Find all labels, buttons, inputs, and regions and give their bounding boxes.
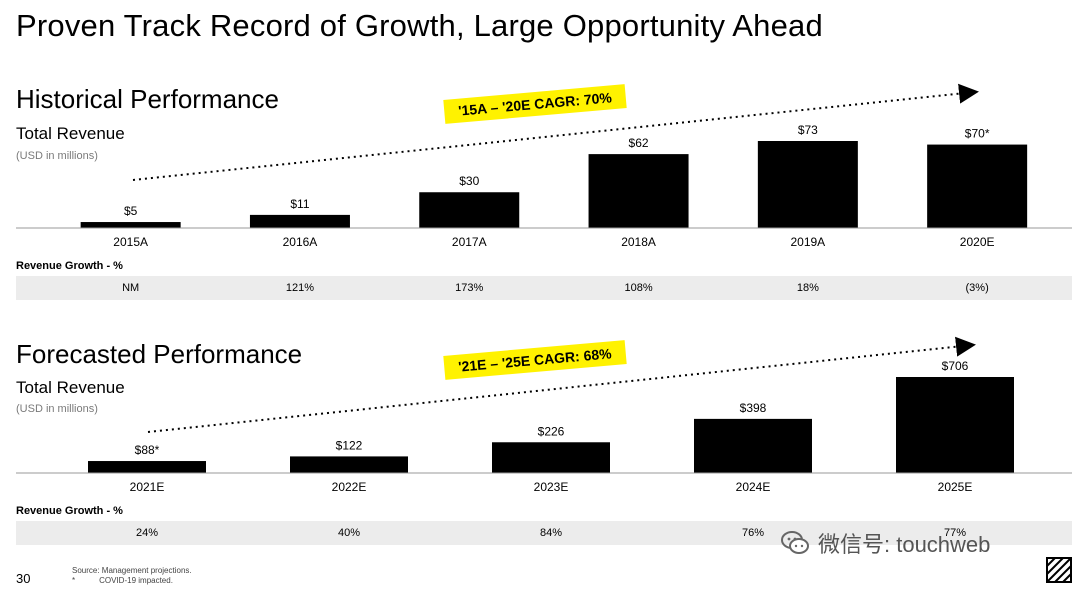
page-number: 30 xyxy=(16,571,31,586)
historical-bar-2019A xyxy=(757,141,858,228)
historical-bar-2017A xyxy=(419,192,520,228)
historical-tick-label-2018A: 2018A xyxy=(621,235,656,249)
historical-growth-row: NM 121% 173% 108% 18% (3%) xyxy=(16,276,1072,300)
forecast-tick-label-2023E: 2023E xyxy=(534,480,569,494)
historical-bar-2018A xyxy=(588,154,689,228)
historical-data-label-2016A: $11 xyxy=(290,197,309,211)
forecast-units: (USD in millions) xyxy=(16,403,98,415)
historical-tick-label-2015A: 2015A xyxy=(113,235,148,249)
historical-growth-label: Revenue Growth - % xyxy=(16,260,123,272)
forecast-data-label-2021E: $88* xyxy=(135,443,160,457)
historical-growth-value: 108% xyxy=(624,282,653,294)
forecast-growth-value: 40% xyxy=(337,527,361,539)
historical-section-title: Historical Performance xyxy=(16,84,279,114)
historical-bar-2016A xyxy=(249,214,350,228)
page-title: Proven Track Record of Growth, Large Opp… xyxy=(16,8,823,43)
historical-tick-label-2017A: 2017A xyxy=(452,235,487,249)
historical-growth-value: 18% xyxy=(796,282,819,294)
historical-growth-value: 173% xyxy=(455,282,484,294)
forecast-data-label-2024E: $398 xyxy=(740,401,767,415)
historical-tick-label-2016A: 2016A xyxy=(283,235,318,249)
historical-tick-label-2020E: 2020E xyxy=(960,235,995,249)
forecast-growth-value: 24% xyxy=(135,527,159,539)
forecast-data-label-2022E: $122 xyxy=(336,438,363,452)
forecast-bar-2024E xyxy=(694,418,812,473)
forecast-bar-2025E xyxy=(896,377,1014,473)
forecast-tick-label-2021E: 2021E xyxy=(130,480,165,494)
footnote: Source: Management projections. * COVID-1… xyxy=(72,566,192,586)
historical-tick-label-2019A: 2019A xyxy=(790,235,825,249)
historical-data-label-2020E: $70* xyxy=(965,127,990,141)
historical-bar-2020E xyxy=(927,144,1028,228)
footnote-source: Source: Management projections. xyxy=(72,566,192,575)
forecast-bar-2022E xyxy=(290,456,408,473)
historical-data-label-2019A: $73 xyxy=(798,123,818,137)
historical-growth-value: NM xyxy=(122,282,140,294)
forecast-tick-label-2024E: 2024E xyxy=(736,480,771,494)
company-logo-icon xyxy=(1046,557,1072,583)
historical-subtitle: Total Revenue xyxy=(16,124,125,143)
watermark-text: 微信号: touchweb xyxy=(818,532,991,557)
footnote-marker: * xyxy=(72,576,76,585)
historical-units: (USD in millions) xyxy=(16,150,98,162)
footnote-note: COVID-19 impacted. xyxy=(99,576,173,585)
forecast-bar-2023E xyxy=(492,442,610,473)
forecast-revenue-chart: $88* 2021E $122 2022E $226 2023E $398 2024E $706… xyxy=(16,336,1072,494)
forecast-bar-2021E xyxy=(88,461,206,473)
watermark: 微信号: touchweb xyxy=(780,527,990,559)
historical-data-label-2015A: $5 xyxy=(124,204,138,218)
forecast-section-title: Forecasted Performance xyxy=(16,339,303,369)
forecast-data-label-2025E: $706 xyxy=(942,359,969,373)
forecast-growth-value: 77% xyxy=(943,527,967,539)
historical-data-label-2018A: $62 xyxy=(629,136,649,150)
forecast-data-label-2023E: $226 xyxy=(538,424,565,438)
wechat-icon xyxy=(781,531,809,554)
forecast-growth-value: 84% xyxy=(539,527,563,539)
forecast-tick-label-2025E: 2025E xyxy=(938,480,973,494)
historical-revenue-chart: $5 2015A $11 2016A $30 2017A $62 2018A $73 2019A $… xyxy=(16,83,1072,249)
historical-growth-value: (3%) xyxy=(965,282,989,294)
forecast-growth-row: 24% 40% 84% 76% 77% xyxy=(16,521,1072,545)
forecast-tick-label-2022E: 2022E xyxy=(332,480,367,494)
forecast-trend-arrow xyxy=(147,336,976,433)
historical-data-label-2017A: $30 xyxy=(459,174,479,188)
forecast-growth-value: 76% xyxy=(741,527,765,539)
forecast-growth-label: Revenue Growth - % xyxy=(16,505,123,517)
forecast-subtitle: Total Revenue xyxy=(16,378,125,397)
historical-bar-2015A xyxy=(80,222,181,228)
historical-growth-value: 121% xyxy=(285,282,315,294)
